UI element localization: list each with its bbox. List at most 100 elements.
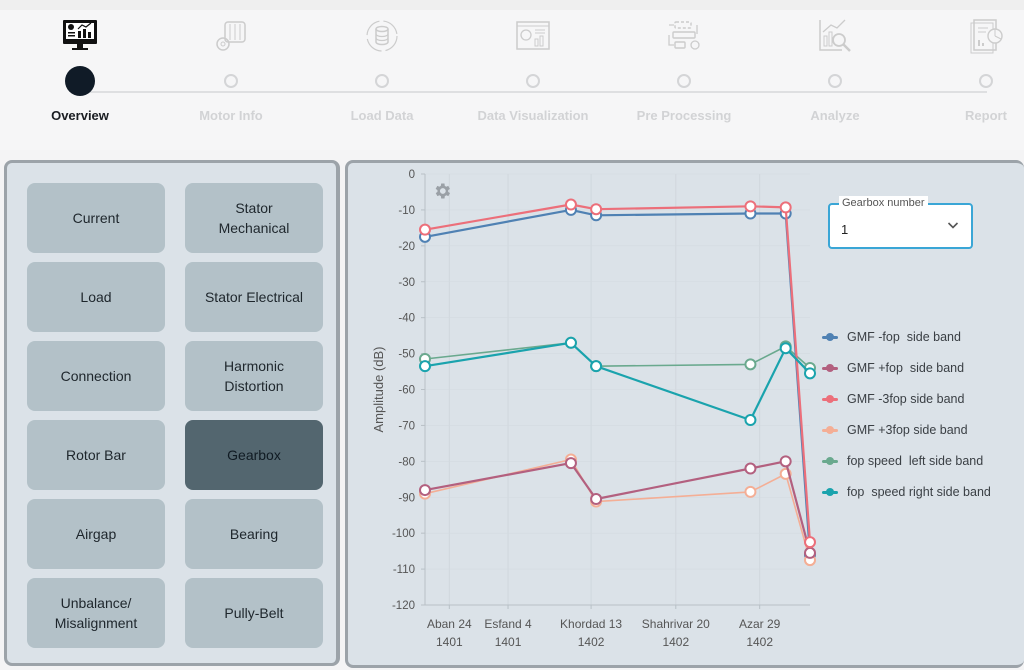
data-point	[744, 462, 757, 475]
data-point	[744, 414, 757, 427]
y-tick-label: -30	[398, 277, 415, 289]
y-tick-label: -10	[398, 205, 415, 217]
category-button-current[interactable]: Current	[27, 183, 165, 253]
y-tick-label: -20	[398, 241, 415, 253]
gearbox-number-label: Gearbox number	[839, 196, 928, 210]
x-tick-label-year: 1401	[436, 635, 463, 649]
top-strip	[0, 0, 1024, 10]
data-point	[419, 360, 431, 373]
legend-label: GMF -fop side band	[847, 330, 961, 344]
x-tick-label-year: 1402	[578, 635, 605, 649]
wizard-stepper: Overview Motor Info Load Data Data Visualiz…	[0, 10, 1024, 150]
category-button-label: Pully-Belt	[224, 605, 284, 621]
database-sync-icon	[366, 20, 398, 52]
data-point	[779, 455, 792, 468]
data-point	[419, 484, 431, 497]
chevron-down-icon	[947, 222, 959, 229]
y-tick-label: 0	[409, 169, 415, 181]
step-label: Overview	[51, 108, 109, 123]
category-panel: Current Stator Mechanical Load Stator Elect…	[4, 160, 340, 666]
data-point	[590, 360, 603, 373]
category-button-stator-mechanical[interactable]: Stator Mechanical	[185, 183, 323, 253]
y-tick-label: -90	[398, 492, 415, 504]
step-indicator	[375, 74, 389, 88]
legend-marker-icon	[826, 488, 834, 496]
monitor-dashboard-icon	[63, 20, 97, 50]
category-button-label: Connection	[60, 368, 132, 384]
x-tick-label: Shahrivar 20	[642, 617, 710, 631]
category-button-label: Rotor Bar	[66, 447, 126, 463]
category-button-label: Airgap	[75, 526, 117, 542]
category-button-connection[interactable]: Connection	[27, 341, 165, 411]
data-point	[564, 457, 577, 470]
gearbox-number-select[interactable]: Gearbox number 1	[828, 196, 973, 249]
step-indicator	[526, 74, 540, 88]
series-line-1	[424, 460, 812, 554]
data-point	[564, 198, 577, 211]
step-indicator	[979, 74, 993, 88]
category-button-rotor-bar[interactable]: Rotor Bar	[27, 420, 165, 490]
step-label: Pre Processing	[636, 108, 732, 123]
category-button-harmonic-distortion[interactable]: Harmonic Distortion	[185, 341, 323, 411]
category-button-label: Unbalance/ Misalignment	[54, 595, 138, 631]
data-point	[590, 203, 603, 216]
y-tick-label: -80	[398, 456, 415, 468]
legend-marker-icon	[826, 426, 834, 434]
y-tick-label: -70	[398, 420, 415, 432]
category-button-label: Load	[80, 289, 112, 305]
step-indicator	[828, 74, 842, 88]
data-point	[744, 358, 757, 371]
step-label: Analyze	[810, 108, 860, 123]
step-label: Data Visualization	[477, 108, 589, 123]
stepper-track	[80, 91, 987, 93]
category-button-bearing[interactable]: Bearing	[185, 499, 323, 569]
x-tick-label: Aban 24	[427, 617, 472, 631]
step-label: Motor Info	[199, 108, 263, 123]
data-point	[419, 223, 431, 236]
series-line-2	[424, 203, 812, 543]
data-point	[779, 342, 792, 355]
data-point	[590, 493, 603, 506]
y-tick-label: -50	[398, 349, 415, 361]
workflow-icon	[668, 21, 700, 50]
x-tick-label: Esfand 4	[484, 617, 532, 631]
legend-label: fop speed left side band	[847, 454, 984, 468]
category-button-pully-belt[interactable]: Pully-Belt	[185, 578, 323, 648]
step-indicator	[224, 74, 238, 88]
category-button-load[interactable]: Load	[27, 262, 165, 332]
data-point	[564, 336, 577, 349]
x-tick-label-year: 1401	[495, 635, 522, 649]
step-label: Report	[965, 108, 1007, 123]
x-tick-label: Khordad 13	[560, 617, 622, 631]
legend-marker-icon	[826, 457, 834, 465]
chart-search-icon	[819, 19, 851, 52]
data-point	[804, 536, 816, 549]
gearbox-number-value: 1	[841, 222, 849, 237]
x-tick-label-year: 1402	[746, 635, 773, 649]
category-button-label: Harmonic Distortion	[224, 358, 284, 394]
category-button-gearbox[interactable]: Gearbox	[185, 420, 323, 490]
step-indicator	[677, 74, 691, 88]
category-button-label: Current	[72, 210, 120, 226]
y-tick-label: -60	[398, 385, 415, 397]
report-pie-icon	[970, 19, 1003, 54]
chart-window-icon	[516, 21, 550, 50]
data-point	[779, 201, 792, 214]
y-tick-label: -120	[392, 600, 415, 612]
y-axis-label: Amplitude (dB)	[371, 347, 386, 433]
gear-icon[interactable]	[432, 181, 452, 201]
data-point	[744, 485, 757, 498]
y-tick-label: -100	[392, 528, 415, 540]
x-tick-label: Azar 29	[739, 617, 781, 631]
y-tick-label: -40	[398, 313, 415, 325]
category-button-label: Bearing	[229, 526, 279, 542]
data-point	[804, 367, 816, 380]
legend-marker-icon	[826, 333, 834, 341]
category-button-label: Stator Mechanical	[218, 200, 290, 236]
series-line-3	[424, 458, 811, 561]
data-point	[804, 546, 816, 559]
category-button-airgap[interactable]: Airgap	[27, 499, 165, 569]
category-button-unbalance-misalignment[interactable]: Unbalance/ Misalignment	[27, 578, 165, 648]
category-button-stator-electrical[interactable]: Stator Electrical	[185, 262, 323, 332]
